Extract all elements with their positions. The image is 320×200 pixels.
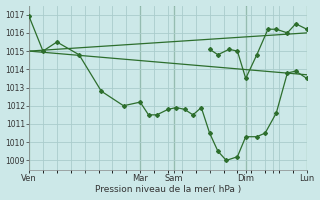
X-axis label: Pression niveau de la mer( hPa ): Pression niveau de la mer( hPa ) — [95, 185, 241, 194]
